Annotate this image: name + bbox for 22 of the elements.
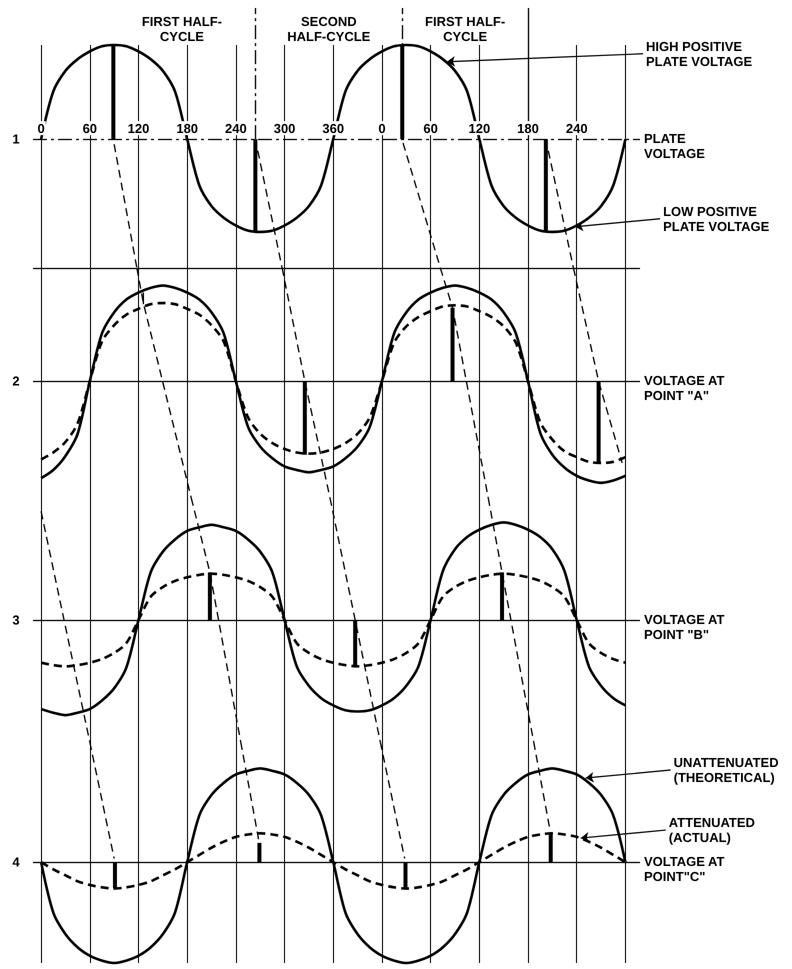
x-tick-label: 300 (274, 121, 296, 136)
y-axis-title: VOLTAGE AT POINT "B" (644, 612, 724, 642)
text: SECOND HALF-CYCLE (287, 14, 371, 44)
annotation: ATTENUATED (ACTUAL) (668, 815, 755, 846)
x-tick-label: 360 (322, 121, 344, 136)
text: FIRST HALF-CYCLE (142, 14, 222, 44)
y-axis-title: PLATE VOLTAGE (644, 131, 706, 162)
text: 1 (12, 132, 20, 147)
y-axis-title: VOLTAGE AT POINT "A" (644, 373, 724, 404)
annotation: UNATTENUATED (THEORETICAL) (674, 755, 779, 786)
annotation: LOW POSITIVE PLATE VOLTAGE (663, 204, 770, 234)
annotation: HIGH POSITIVE PLATE VOLTAGE (646, 38, 752, 69)
text: 2 (12, 374, 20, 389)
text: FIRST HALF-CYCLE (425, 14, 506, 44)
x-tick-label: 120 (128, 121, 150, 136)
text: 4 (12, 854, 20, 870)
text: 3 (12, 612, 20, 628)
x-tick-label: 180 (176, 121, 198, 136)
x-tick-label: 240 (225, 121, 247, 136)
y-axis-title: VOLTAGE AT POINT"C" (644, 854, 724, 884)
x-tick-label: 60 (82, 121, 98, 136)
x-tick-label: 0 (38, 121, 45, 136)
